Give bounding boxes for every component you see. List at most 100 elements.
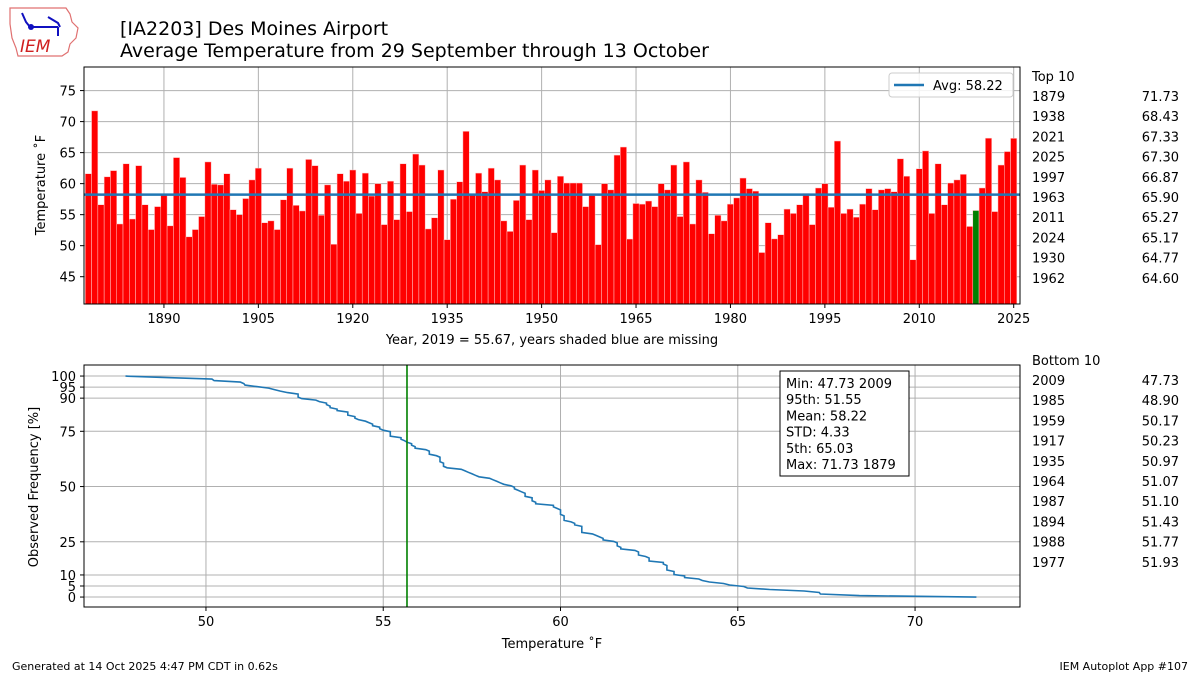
bar-1909 [280, 199, 287, 305]
rank-value: 65.27 [1142, 211, 1179, 226]
bar-1955 [569, 182, 577, 305]
x-tick-label: 1965 [619, 312, 652, 327]
top-10-header: Top 10 [1031, 70, 1075, 85]
bar-1963 [620, 146, 627, 305]
x-tick-label: 65 [730, 615, 747, 630]
bar-1883 [116, 223, 124, 305]
x-tick-label: 2025 [997, 312, 1030, 327]
bar-1968 [651, 206, 659, 305]
stats-line: STD: 4.33 [786, 426, 850, 441]
bar-1958 [588, 195, 596, 305]
legend: Avg: 58.22 [888, 72, 1014, 98]
bar-1999 [846, 208, 854, 305]
bar-1983 [745, 188, 753, 305]
rank-year: 1988 [1032, 536, 1065, 551]
bar-1976 [701, 192, 709, 305]
bottom-10-header: Bottom 10 [1032, 354, 1100, 369]
bar-1902 [236, 214, 243, 305]
top-chart-frame [83, 66, 1021, 305]
bar-1993 [808, 224, 816, 305]
bar-1893 [179, 177, 187, 305]
bar-1974 [689, 223, 697, 305]
bar-1952 [550, 232, 558, 305]
y-tick-label: 75 [59, 85, 76, 100]
bar-1937 [456, 181, 464, 305]
y-tick-label: 5 [68, 580, 76, 595]
bar-1903 [242, 198, 250, 305]
bar-2013 [934, 163, 942, 305]
rank-value: 51.10 [1142, 495, 1179, 510]
bar-1885 [129, 218, 136, 305]
bar-1891 [166, 225, 174, 305]
bottom-y-axis-label: Observed Frequency [%] [27, 407, 42, 567]
bar-1924 [374, 183, 382, 305]
x-tick-label: 70 [907, 615, 924, 630]
bottom-10-table: Bottom 10 2009 47.73 1985 48.90 1959 50.17 191… [1032, 354, 1179, 571]
y-tick-label: 75 [59, 425, 76, 440]
bar-1933 [431, 217, 439, 305]
bar-1929 [406, 211, 413, 305]
x-tick-label: 60 [552, 615, 569, 630]
y-tick-label: 50 [59, 240, 76, 255]
bar-1965 [632, 203, 640, 305]
x-tick-label: 1995 [808, 312, 841, 327]
rank-value: 50.23 [1142, 435, 1179, 450]
bar-1948 [525, 219, 533, 305]
bar-2010 [915, 168, 923, 305]
bar-1998 [840, 213, 848, 305]
rank-value: 67.33 [1142, 130, 1179, 145]
bar-2009 [909, 259, 917, 305]
rank-year: 1935 [1032, 455, 1065, 470]
stats-line: 95th: 51.55 [786, 393, 862, 408]
bar-1915 [317, 215, 325, 305]
rank-value: 51.43 [1142, 515, 1179, 530]
title-line-2: Average Temperature from 29 September th… [120, 40, 709, 62]
bar-1966 [638, 203, 646, 305]
logo-text: IEM [20, 37, 51, 57]
bar-1991 [796, 204, 804, 305]
bar-1910 [286, 167, 294, 305]
bar-1911 [292, 205, 300, 305]
bar-1971 [670, 164, 678, 305]
bar-1957 [582, 206, 590, 305]
y-tick-label: 100 [51, 370, 76, 385]
rank-year: 1977 [1032, 556, 1065, 571]
bar-2020 [978, 187, 986, 305]
rank-value: 68.43 [1142, 110, 1179, 125]
x-tick-label: 1890 [147, 312, 180, 327]
top-chart-ticks: 1890 1905 1920 1935 1950 1965 1980 1995 2010 2025… [59, 85, 1030, 327]
x-tick-label: 1905 [242, 312, 275, 327]
bar-1967 [645, 200, 653, 305]
bar-1987 [771, 238, 778, 305]
bar-2002 [865, 188, 873, 305]
stats-line: Mean: 58.22 [786, 409, 867, 424]
top-10-table: Top 10 1879 71.73 1938 68.43 2021 67.33 2025 67… [1031, 70, 1179, 287]
bar-1994 [815, 187, 822, 305]
rank-year: 2021 [1032, 130, 1065, 145]
bar-1977 [708, 233, 715, 305]
rank-value: 51.77 [1142, 536, 1179, 551]
bar-1920 [349, 169, 357, 305]
bar-2019 [972, 210, 980, 305]
bar-1898 [210, 184, 218, 305]
rank-year: 2025 [1032, 151, 1065, 166]
bar-1919 [343, 180, 350, 305]
bar-2022 [991, 211, 999, 305]
y-tick-label: 10 [59, 569, 76, 584]
bar-2001 [859, 203, 867, 305]
bar-1956 [575, 182, 583, 305]
bar-1989 [783, 208, 791, 305]
bar-2016 [953, 179, 961, 305]
bar-1914 [311, 165, 319, 305]
bar-1939 [468, 193, 476, 305]
bar-1922 [361, 172, 369, 305]
bar-1962 [613, 154, 621, 305]
bar-1916 [324, 184, 331, 305]
rank-year: 1962 [1032, 272, 1065, 287]
footer-app: IEM Autoplot App #107 [1060, 660, 1189, 673]
x-tick-label: 1935 [431, 312, 464, 327]
rank-year: 1987 [1032, 495, 1065, 510]
bar-1912 [299, 210, 306, 305]
